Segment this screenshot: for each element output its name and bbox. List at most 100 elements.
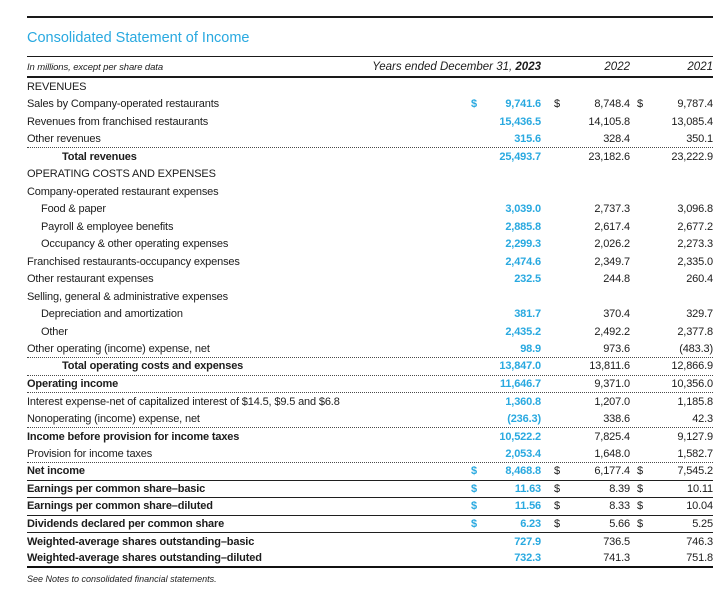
value-cell-2021: 2,377.8 [637, 326, 713, 338]
value-cell-2023: 2,435.2 [471, 326, 541, 338]
table-row: Interest expense-net of capitalized inte… [27, 393, 713, 411]
value-2023: 13,847.0 [499, 360, 541, 373]
value-cell-2021: 2,335.0 [637, 256, 713, 268]
value-cell-2021: 2,677.2 [637, 221, 713, 233]
value-2023: 2,435.2 [505, 325, 541, 338]
value-2021: 10.04 [686, 500, 713, 513]
dollar-sign: $ [471, 517, 477, 530]
value-cell-2023: 381.7 [471, 308, 541, 320]
dollar-sign: $ [554, 465, 560, 478]
table-row: Total revenues 25,493.7 23,182.6 23,222.9 [27, 148, 713, 166]
value-cell-2021: 350.1 [637, 133, 713, 145]
dollar-sign: $ [471, 98, 477, 111]
value-cell-2022: 1,648.0 [554, 448, 630, 460]
table-row: Net income $8,468.8 $6,177.4 $7,545.2 [27, 463, 713, 481]
table-row: Food & paper 3,039.0 2,737.3 3,096.8 [27, 201, 713, 219]
value-cell-2021: 12,866.9 [637, 360, 713, 372]
table-row: REVENUES [27, 78, 713, 96]
value-cell-2022: $6,177.4 [554, 465, 630, 477]
table-row: Other restaurant expenses 232.5 244.8 260.4 [27, 271, 713, 289]
value-2022: 8.39 [609, 482, 630, 495]
value-cell-2021: 2,273.3 [637, 238, 713, 250]
value-2023: 8,468.8 [505, 465, 541, 478]
value-2021: 329.7 [686, 308, 713, 321]
value-2023: 232.5 [514, 273, 541, 286]
year-2022-header: 2022 [604, 61, 630, 73]
value-2021: 12,866.9 [671, 360, 713, 373]
row-label: Total revenues [62, 150, 137, 163]
dollar-sign: $ [471, 500, 477, 513]
value-2022: 23,182.6 [588, 150, 630, 163]
value-cell-2022: $8.33 [554, 500, 630, 512]
row-label: Franchised restaurants-occupancy expense… [27, 255, 240, 268]
dollar-sign: $ [471, 482, 477, 495]
table-row: Income before provision for income taxes… [27, 428, 713, 446]
value-2021: 1,582.7 [677, 447, 713, 460]
value-2022: 741.3 [603, 552, 630, 565]
value-2022: 8,748.4 [594, 98, 630, 111]
table-header-row: In millions, except per share data Years… [27, 56, 713, 78]
value-cell-2022: 370.4 [554, 308, 630, 320]
value-2021: 13,085.4 [671, 115, 713, 128]
row-label: OPERATING COSTS AND EXPENSES [27, 168, 216, 181]
value-2021: 751.8 [686, 552, 713, 565]
value-2021: 350.1 [686, 132, 713, 145]
value-cell-2023: 3,039.0 [471, 203, 541, 215]
value-cell-2023: 13,847.0 [471, 360, 541, 372]
value-cell-2021: $10.11 [637, 483, 713, 495]
dollar-sign: $ [471, 465, 477, 478]
value-cell-2023: $6.23 [471, 518, 541, 530]
table-row: Franchised restaurants-occupancy expense… [27, 253, 713, 271]
row-label: Nonoperating (income) expense, net [27, 412, 200, 425]
value-cell-2022: 23,182.6 [554, 151, 630, 163]
value-cell-2021: $5.25 [637, 518, 713, 530]
value-cell-2021: 746.3 [637, 536, 713, 548]
value-cell-2022: $5.66 [554, 518, 630, 530]
value-cell-2022: 338.6 [554, 413, 630, 425]
value-2022: 973.6 [603, 342, 630, 355]
value-cell-2023: 25,493.7 [471, 151, 541, 163]
value-cell-2022: 13,811.6 [554, 360, 630, 372]
value-2021: 2,273.3 [677, 238, 713, 251]
row-label: Income before provision for income taxes [27, 430, 240, 443]
row-label: Total operating costs and expenses [62, 360, 244, 373]
value-2023: 2,885.8 [505, 220, 541, 233]
value-2023: 11,646.7 [499, 377, 541, 390]
value-2023: 11.63 [514, 482, 541, 495]
value-2021: 2,677.2 [677, 220, 713, 233]
table-row: Total operating costs and expenses 13,847… [27, 358, 713, 376]
value-cell-2023: 11,646.7 [471, 378, 541, 390]
value-cell-2023: $9,741.6 [471, 98, 541, 110]
value-2023: (236.3) [507, 412, 541, 425]
value-cell-2021: $10.04 [637, 500, 713, 512]
value-2022: 7,825.4 [594, 430, 630, 443]
table-row: Other revenues 315.6 328.4 350.1 [27, 131, 713, 148]
value-2023: 6.23 [520, 517, 541, 530]
page-title: Consolidated Statement of Income [27, 30, 250, 46]
table-row: Payroll & employee benefits 2,885.8 2,617.… [27, 218, 713, 236]
top-divider [27, 16, 713, 18]
dollar-sign: $ [554, 98, 560, 111]
row-label: Depreciation and amortization [41, 308, 183, 321]
value-2022: 13,811.6 [589, 360, 630, 373]
table-body: REVENUES Sales by Company-operated restau… [27, 78, 713, 568]
value-2023: 2,474.6 [505, 255, 541, 268]
row-label: Other revenues [27, 132, 101, 145]
row-label: Occupancy & other operating expenses [41, 238, 229, 251]
value-2021: 42.3 [692, 412, 713, 425]
value-2021: (483.3) [679, 342, 713, 355]
value-cell-2021: 260.4 [637, 273, 713, 285]
table-row: Revenues from franchised restaurants 15,4… [27, 113, 713, 131]
value-cell-2021: 751.8 [637, 552, 713, 564]
value-cell-2022: 736.5 [554, 536, 630, 548]
income-statement-table: In millions, except per share data Years… [27, 56, 713, 568]
row-label: Weighted-average shares outstanding–basi… [27, 535, 255, 548]
value-2021: 9,127.9 [677, 430, 713, 443]
row-label: REVENUES [27, 80, 87, 93]
value-cell-2022: 2,492.2 [554, 326, 630, 338]
value-2022: 6,177.4 [594, 465, 630, 478]
value-cell-2022: 741.3 [554, 552, 630, 564]
dollar-sign: $ [637, 517, 643, 530]
value-cell-2023: 732.3 [471, 552, 541, 564]
value-2022: 2,349.7 [594, 255, 630, 268]
